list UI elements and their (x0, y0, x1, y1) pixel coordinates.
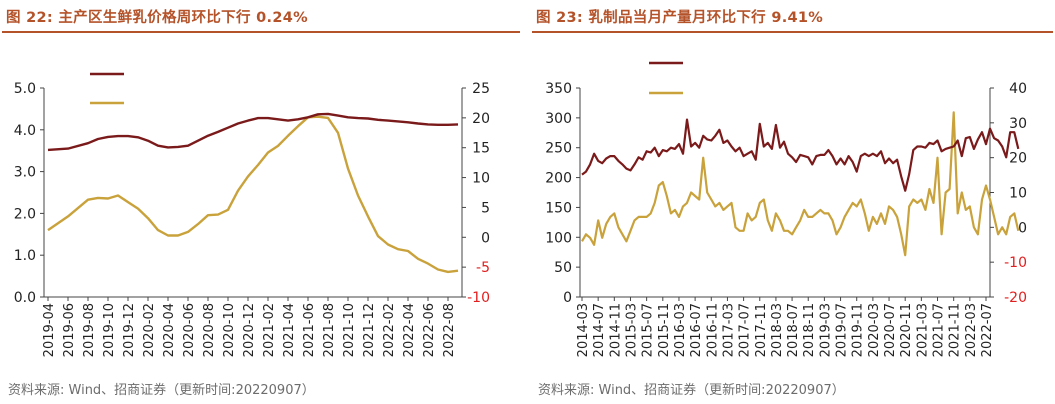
chart-title: 图 23: 乳制品当月产量月环比下行 9.41% (536, 10, 824, 26)
left-tick-label: 250 (545, 141, 572, 157)
left-tick-label: 150 (545, 200, 572, 216)
right-tick-label: 10 (1009, 186, 1027, 202)
x-tick-label: 2022-07 (980, 303, 995, 357)
x-tick-label: 2022-04 (402, 303, 417, 357)
chart-title: 图 22: 主产区生鲜乳价格周环比下行 0.24% (6, 10, 308, 26)
x-tick-label: 2019-03 (818, 303, 833, 357)
x-tick-label: 2019-08 (82, 303, 97, 357)
source-note: 资料来源: Wind、招商证券（更新时间:20220907） (8, 383, 315, 398)
left-tick-label: 5.0 (14, 81, 36, 97)
x-tick-label: 2015-11 (657, 303, 672, 357)
x-tick-label: 2021-04 (282, 303, 297, 357)
x-tick-label: 2018-03 (770, 303, 785, 357)
x-tick-label: 2017-03 (721, 303, 736, 357)
right-tick-label: 30 (1009, 116, 1027, 132)
x-tick-label: 2020-08 (202, 303, 217, 357)
right-tick-label: 20 (1009, 151, 1027, 167)
left-tick-label: 2.0 (14, 206, 36, 222)
left-tick-label: 0.0 (14, 290, 36, 306)
right-tick-label: -10 (1004, 255, 1027, 271)
left-tick-label: 4.0 (14, 123, 36, 139)
x-tick-label: 2020-04 (162, 303, 177, 357)
right-tick-label: 0 (1018, 220, 1027, 236)
right-tick-label: 15 (472, 141, 490, 157)
series-line-price-yoy (47, 115, 459, 274)
title-divider (532, 31, 1053, 33)
x-tick-label: 2021-03 (915, 303, 930, 357)
x-tick-label: 2015-07 (641, 303, 656, 357)
x-tick-label: 2017-07 (738, 303, 753, 357)
right-tick-label: 0 (481, 230, 490, 246)
x-tick-label: 2021-11 (948, 303, 963, 357)
left-tick-label: 200 (545, 171, 572, 187)
right-tick-label: -20 (1004, 290, 1027, 306)
x-tick-label: 2021-02 (262, 303, 277, 357)
price-line-chart: 0.0 1.0 2.0 3.0 4.0 5.0 -10 -5 0 5 10 15 20 25 2019-04… (14, 72, 490, 357)
x-tick-label: 2019-07 (835, 303, 850, 357)
x-tick-label: 2019-04 (42, 303, 57, 357)
x-tick-label: 2021-07 (932, 303, 947, 357)
x-tick-label: 2016-03 (673, 303, 688, 357)
x-tick-label: 2022-03 (964, 303, 979, 357)
x-tick-label: 2014-07 (592, 303, 607, 357)
x-tick-label: 2019-06 (62, 303, 77, 357)
x-tick-label: 2020-06 (182, 303, 197, 357)
series-line-output-yoy (581, 111, 1020, 257)
x-tick-label: 2019-12 (122, 303, 137, 357)
x-tick-label: 2021-06 (302, 303, 317, 357)
x-tick-label: 2022-08 (442, 303, 457, 357)
x-tick-label: 2022-06 (422, 303, 437, 357)
x-tick-label: 2019-11 (851, 303, 866, 357)
right-tick-label: 10 (472, 171, 490, 187)
x-tick-label: 2018-11 (802, 303, 817, 357)
x-tick-label: 2014-03 (576, 303, 591, 357)
left-tick-label: 0 (563, 290, 572, 306)
left-tick-label: 3.0 (14, 165, 36, 181)
x-tick-label: 2020-12 (242, 303, 257, 357)
right-tick-label: -5 (476, 260, 490, 276)
x-tick-label: 2019-10 (102, 303, 117, 357)
series-line-price (47, 112, 459, 152)
left-tick-label: 1.0 (14, 248, 36, 264)
x-tick-label: 2022-02 (382, 303, 397, 357)
x-tick-label: 2021-08 (322, 303, 337, 357)
title-divider (2, 31, 520, 33)
x-tick-label: 2020-10 (222, 303, 237, 357)
series-line-output (581, 118, 1020, 192)
chart-panel-milk-price: 图 22: 主产区生鲜乳价格周环比下行 0.24% 0.0 1.0 2.0 3.0 4.… (0, 0, 522, 404)
x-tick-label: 2020-11 (899, 303, 914, 357)
left-tick-label: 300 (545, 111, 572, 127)
x-tick-label: 2021-10 (342, 303, 357, 357)
x-tick-label: 2016-11 (705, 303, 720, 357)
x-tick-label: 2014-11 (608, 303, 623, 357)
right-tick-label: 5 (481, 200, 490, 216)
x-tick-label: 2020-03 (867, 303, 882, 357)
x-tick-label: 2018-07 (786, 303, 801, 357)
x-tick-label: 2020-02 (142, 303, 157, 357)
x-tick-label: 2015-03 (624, 303, 639, 357)
x-tick-label: 2020-07 (883, 303, 898, 357)
right-tick-label: 40 (1009, 81, 1027, 97)
left-tick-label: 350 (545, 81, 572, 97)
right-tick-label: 20 (472, 111, 490, 127)
left-tick-label: 50 (554, 260, 572, 276)
right-tick-label: 25 (472, 81, 490, 97)
x-tick-label: 2016-07 (689, 303, 704, 357)
right-tick-label: -10 (467, 290, 490, 306)
chart-panel-dairy-output: 图 23: 乳制品当月产量月环比下行 9.41% 0 50 100 150 200 250… (530, 0, 1055, 404)
source-note: 资料来源: Wind、招商证券（更新时间:20220907） (538, 383, 845, 398)
x-tick-label: 2017-11 (754, 303, 769, 357)
output-line-chart: 0 50 100 150 200 250 300 350 -20 -10 0 10 20 30 40 2014… (545, 61, 1027, 357)
left-tick-label: 100 (545, 230, 572, 246)
x-tick-label: 2021-12 (362, 303, 377, 357)
